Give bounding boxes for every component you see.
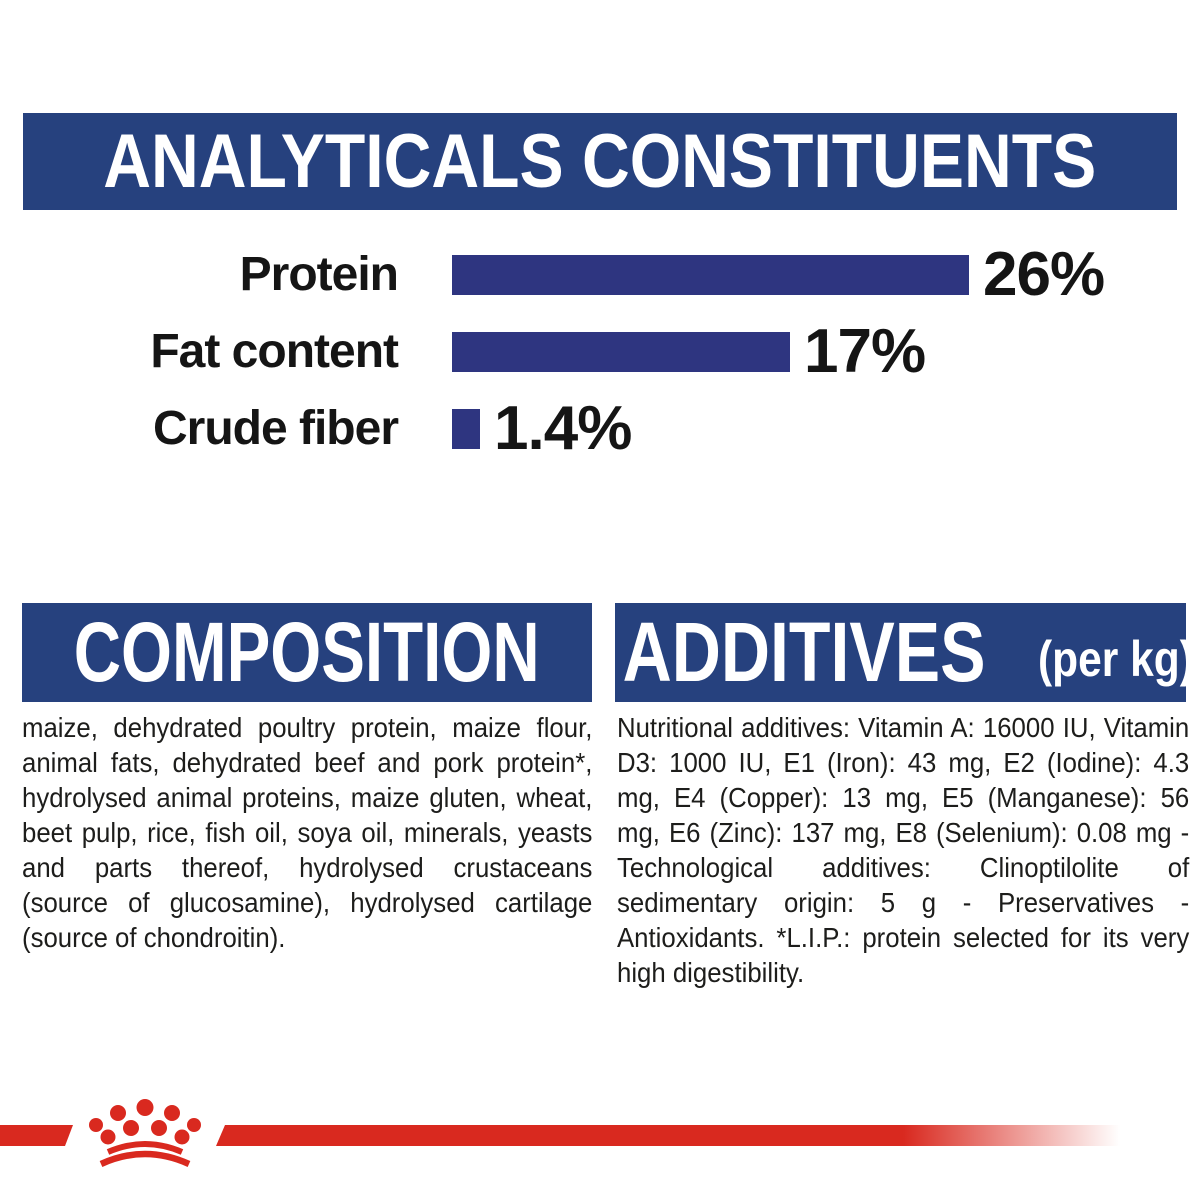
chart-row: Crude fiber 1.4% xyxy=(0,390,1200,467)
chart-value-label: 17% xyxy=(804,317,926,386)
chart-category-label: Protein xyxy=(239,248,399,301)
chart-row: Fat content 17% xyxy=(0,313,1200,390)
analyticals-title: ANALYTICALS CONSTITUENTS xyxy=(103,119,1097,204)
analyticals-chart: Protein 26% Fat content 17% Crude fiber 1.4% xyxy=(0,236,1200,467)
chart-value-label: 26% xyxy=(983,240,1105,309)
chart-category-label: Fat content xyxy=(150,325,399,378)
chart-category-label: Crude fiber xyxy=(152,402,399,455)
composition-body: maize, dehydrated poultry protein, maize… xyxy=(22,712,593,953)
chart-bar xyxy=(452,254,969,295)
brand-line-right xyxy=(216,1125,1120,1146)
brand-line-left xyxy=(0,1125,73,1146)
composition-title: COMPOSITION xyxy=(74,605,540,699)
composition-header-bar: COMPOSITION xyxy=(22,603,592,702)
chart-value-label: 1.4% xyxy=(494,394,632,463)
additives-per-kg-label: (per kg) xyxy=(1037,630,1194,687)
royal-canin-crown-logo xyxy=(89,1099,201,1167)
additives-body: Nutritional additives: Vitamin A: 16000 … xyxy=(617,712,1190,988)
analyticals-header-bar: ANALYTICALS CONSTITUENTS xyxy=(23,113,1177,210)
additives-header-bar: ADDITIVES (per kg) xyxy=(615,603,1194,702)
chart-row: Protein 26% xyxy=(0,236,1200,313)
chart-bar xyxy=(452,408,480,449)
additives-title: ADDITIVES xyxy=(622,605,986,699)
chart-bar xyxy=(452,331,790,372)
